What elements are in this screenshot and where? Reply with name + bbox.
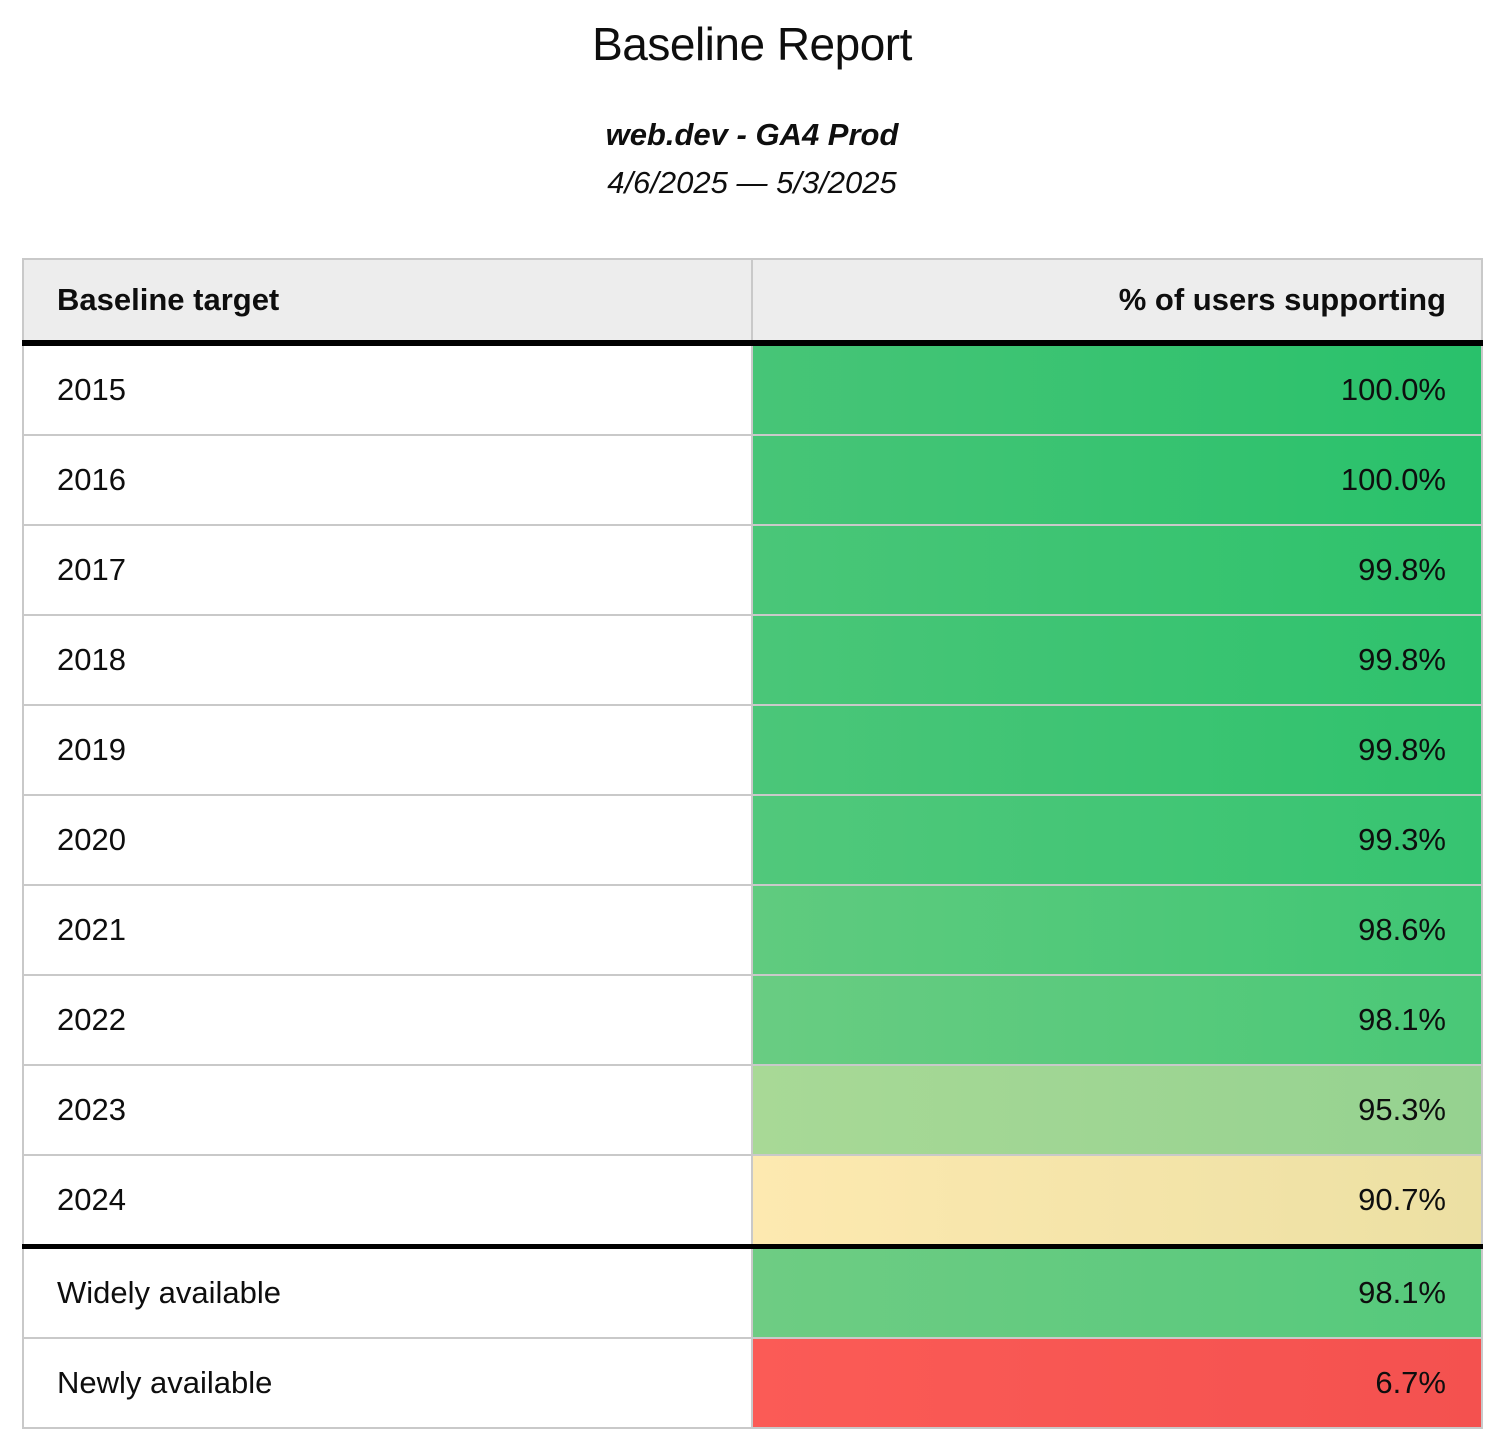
report-subtitle: web.dev - GA4 Prod xyxy=(605,117,899,152)
baseline-report-table: Baseline target % of users supporting 20… xyxy=(22,258,1484,1429)
table-row: 2020 99.3% xyxy=(22,794,1484,886)
baseline-target-cell: 2017 xyxy=(22,524,753,616)
baseline-target-cell: 2015 xyxy=(22,342,753,436)
table-row: 2023 95.3% xyxy=(22,1064,1484,1156)
column-header-percent-users: % of users supporting xyxy=(750,258,1484,346)
percent-supporting-cell: 100.0% xyxy=(750,342,1484,436)
baseline-target-cell: 2016 xyxy=(22,434,753,526)
percent-supporting-cell: 100.0% xyxy=(750,434,1484,526)
percent-supporting-cell: 90.7% xyxy=(750,1154,1484,1248)
baseline-target-cell: Widely available xyxy=(22,1244,753,1339)
table-row: 2015 100.0% xyxy=(22,342,1484,436)
table-row: 2018 99.8% xyxy=(22,614,1484,706)
report-header: Baseline Report web.dev - GA4 Prod 4/6/2… xyxy=(0,16,1504,201)
column-header-baseline-target: Baseline target xyxy=(22,258,753,346)
page-title: Baseline Report xyxy=(592,18,912,70)
table-row: Newly available 6.7% xyxy=(22,1337,1484,1429)
table-row: 2019 99.8% xyxy=(22,704,1484,796)
table-body: 2015 100.0% 2016 100.0% 2017 99.8% 2018 99.8% 20… xyxy=(22,342,1484,1429)
baseline-target-cell: Newly available xyxy=(22,1337,753,1429)
table-header-row: Baseline target % of users supporting xyxy=(22,258,1484,346)
table-row: 2017 99.8% xyxy=(22,524,1484,616)
percent-supporting-cell: 99.8% xyxy=(750,704,1484,796)
baseline-target-cell: 2021 xyxy=(22,884,753,976)
percent-supporting-cell: 95.3% xyxy=(750,1064,1484,1156)
baseline-target-cell: 2023 xyxy=(22,1064,753,1156)
table-row: 2022 98.1% xyxy=(22,974,1484,1066)
percent-supporting-cell: 98.1% xyxy=(750,1244,1484,1339)
table-row: 2016 100.0% xyxy=(22,434,1484,526)
percent-supporting-cell: 99.3% xyxy=(750,794,1484,886)
percent-supporting-cell: 99.8% xyxy=(750,524,1484,616)
baseline-target-cell: 2024 xyxy=(22,1154,753,1248)
percent-supporting-cell: 98.1% xyxy=(750,974,1484,1066)
report-date-range: 4/6/2025 — 5/3/2025 xyxy=(607,165,897,200)
baseline-target-cell: 2020 xyxy=(22,794,753,886)
table-row: Widely available 98.1% xyxy=(22,1244,1484,1339)
percent-supporting-cell: 99.8% xyxy=(750,614,1484,706)
percent-supporting-cell: 98.6% xyxy=(750,884,1484,976)
percent-supporting-cell: 6.7% xyxy=(750,1337,1484,1429)
table-row: 2024 90.7% xyxy=(22,1154,1484,1248)
table-header: Baseline target % of users supporting xyxy=(22,258,1484,346)
baseline-target-cell: 2022 xyxy=(22,974,753,1066)
baseline-target-cell: 2018 xyxy=(22,614,753,706)
baseline-target-cell: 2019 xyxy=(22,704,753,796)
table-row: 2021 98.6% xyxy=(22,884,1484,976)
